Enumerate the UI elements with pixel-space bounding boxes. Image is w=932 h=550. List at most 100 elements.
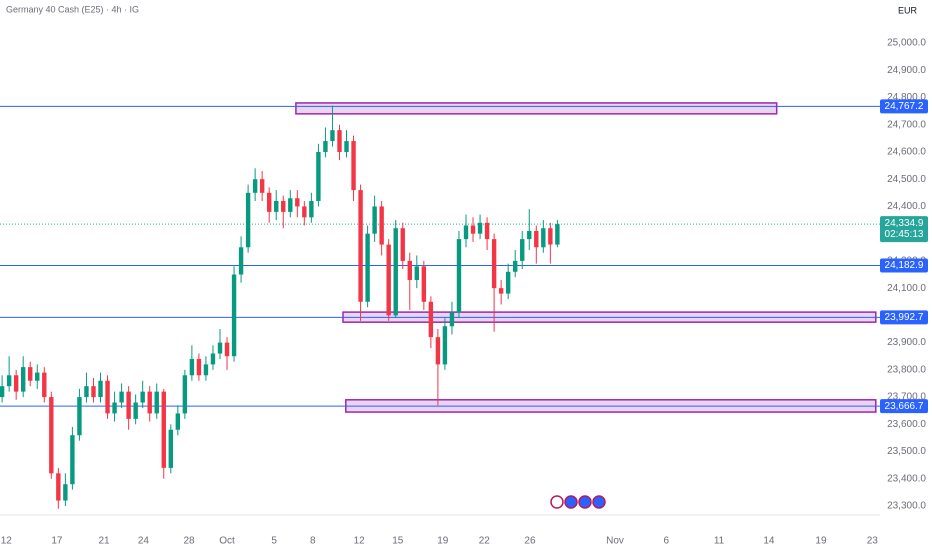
candle-body (210, 353, 216, 365)
candle-body (119, 391, 124, 403)
candle-body (49, 397, 54, 474)
candle-body (252, 179, 258, 193)
y-tick-label: 24,400.0 (887, 201, 926, 212)
candle-body (6, 375, 12, 387)
x-tick-label: 19 (437, 536, 449, 547)
candle-body (477, 222, 483, 234)
last-price-tag (880, 216, 928, 243)
x-tick-label: Nov (606, 536, 624, 547)
candle-body (555, 224, 560, 245)
candle-body (274, 200, 279, 212)
x-tick-label: 26 (524, 536, 536, 547)
candle-body (203, 364, 209, 376)
candle-body (358, 190, 363, 302)
x-tick-label: 5 (271, 536, 277, 547)
y-tick-label: 23,800.0 (887, 364, 926, 375)
event-icons (550, 495, 606, 509)
candle-body (231, 274, 237, 357)
y-tick-label: 24,800.0 (887, 92, 926, 103)
candle-body (442, 326, 448, 365)
candle-body (520, 239, 525, 261)
candle-body (513, 260, 518, 272)
x-tick-label: 12 (1, 536, 13, 547)
x-tick-label: 17 (51, 536, 63, 547)
y-tick-label: 23,900.0 (887, 337, 926, 348)
candle-body (463, 225, 469, 240)
candle-body (77, 397, 82, 436)
y-tick-label: 24,900.0 (887, 65, 926, 76)
candle-body (414, 266, 420, 280)
candle-body (105, 380, 110, 414)
candle-body (245, 192, 251, 248)
x-tick-label: 11 (714, 536, 725, 547)
candle-body (217, 342, 223, 354)
level-label: 23,666.7 (885, 401, 924, 412)
y-tick-label: 24,100.0 (887, 283, 926, 294)
candle-body (267, 192, 272, 212)
candle-body (259, 179, 265, 193)
x-tick-label: 15 (392, 536, 404, 547)
candle-body (238, 247, 244, 275)
x-tick-label: 22 (479, 536, 491, 547)
candle-body (541, 228, 546, 248)
candle-body (428, 301, 434, 338)
candle-body (470, 225, 476, 234)
candle-body (365, 233, 370, 302)
x-tick-label: 12 (354, 536, 366, 547)
candle-body (175, 413, 181, 430)
candle-body (505, 271, 511, 294)
level-label: 24,182.9 (885, 260, 924, 271)
countdown: 02:45:13 (885, 229, 924, 240)
y-tick-label: 23,500.0 (887, 446, 926, 457)
candle-body (372, 206, 377, 234)
candle-body (309, 200, 314, 218)
x-tick-label: 24 (138, 536, 150, 547)
candle-body (140, 391, 145, 403)
x-tick-label: 21 (98, 536, 110, 547)
candle-body (498, 288, 504, 294)
candle-body (168, 429, 173, 468)
candle-body (323, 141, 328, 152)
candle-body (28, 367, 33, 381)
candle-body (393, 228, 398, 316)
candle-body (491, 239, 497, 289)
candle-body (548, 228, 553, 245)
candle-body (0, 386, 5, 398)
candle-body (386, 244, 391, 316)
candle-body (316, 151, 321, 201)
candle-body (400, 228, 405, 261)
candle-body (351, 141, 356, 191)
y-tick-label: 23,400.0 (887, 473, 926, 484)
y-tick-label: 23,600.0 (887, 419, 926, 430)
currency: EUR (898, 5, 918, 15)
candle-body (379, 206, 384, 245)
level-tag (880, 258, 928, 273)
level-tag (880, 399, 928, 414)
x-tick-label: Oct (219, 536, 235, 547)
candle-body (534, 230, 539, 248)
level-tag (880, 310, 928, 325)
candle-body (421, 266, 427, 302)
x-tick-label: 8 (310, 536, 316, 547)
candle-body (288, 198, 293, 212)
candle-body (330, 130, 335, 142)
candle-body (56, 473, 61, 501)
candle-body (154, 391, 159, 414)
level-label: 24,767.2 (885, 101, 924, 112)
candle-body (42, 372, 47, 398)
candle-body (449, 312, 455, 327)
candle-body (224, 342, 230, 357)
candle-body (337, 130, 342, 152)
x-tick-label: 14 (763, 536, 775, 547)
y-tick-label: 24,600.0 (887, 147, 926, 158)
candle-body (344, 141, 349, 152)
candle-body (84, 386, 89, 398)
x-tick-label: 19 (815, 536, 827, 547)
level-tag (880, 99, 928, 114)
y-tick-label: 23,700.0 (887, 392, 926, 403)
candle-body (161, 391, 166, 468)
candle-body (13, 375, 19, 392)
candle-body (484, 222, 490, 240)
candle-body (147, 391, 152, 414)
